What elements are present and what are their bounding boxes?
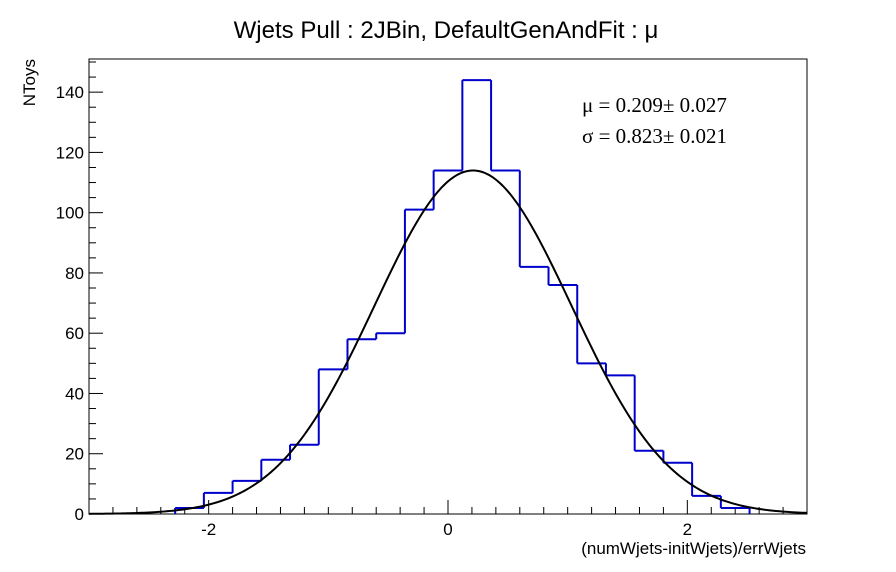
fit-curve [88,169,808,515]
y-tick-label: 20 [65,445,84,464]
y-tick-label: 40 [65,384,84,403]
y-tick-label: 60 [65,324,84,343]
y-tick-label: 80 [65,264,84,283]
x-tick-label: 2 [683,520,692,539]
y-tick-label: 120 [56,143,84,162]
x-tick-label: 0 [443,520,452,539]
chart-title: Wjets Pull : 2JBin, DefaultGenAndFit : μ [234,17,659,44]
x-axis: -2 0 2 [88,500,808,539]
y-axis: 0 20 40 60 80 100 120 140 [56,61,103,524]
y-tick-label: 140 [56,83,84,102]
x-axis-label: (numWjets-initWjets)/errWjets [581,539,806,558]
y-tick-label: 100 [56,204,84,223]
y-axis-label: NToys [20,59,39,106]
stats-mu: μ = 0.209± 0.027 [582,93,727,117]
stats-sigma: σ = 0.823± 0.021 [582,124,727,148]
x-tick-label: -2 [201,520,216,539]
y-tick-label: 0 [75,505,84,524]
histogram [174,79,751,514]
